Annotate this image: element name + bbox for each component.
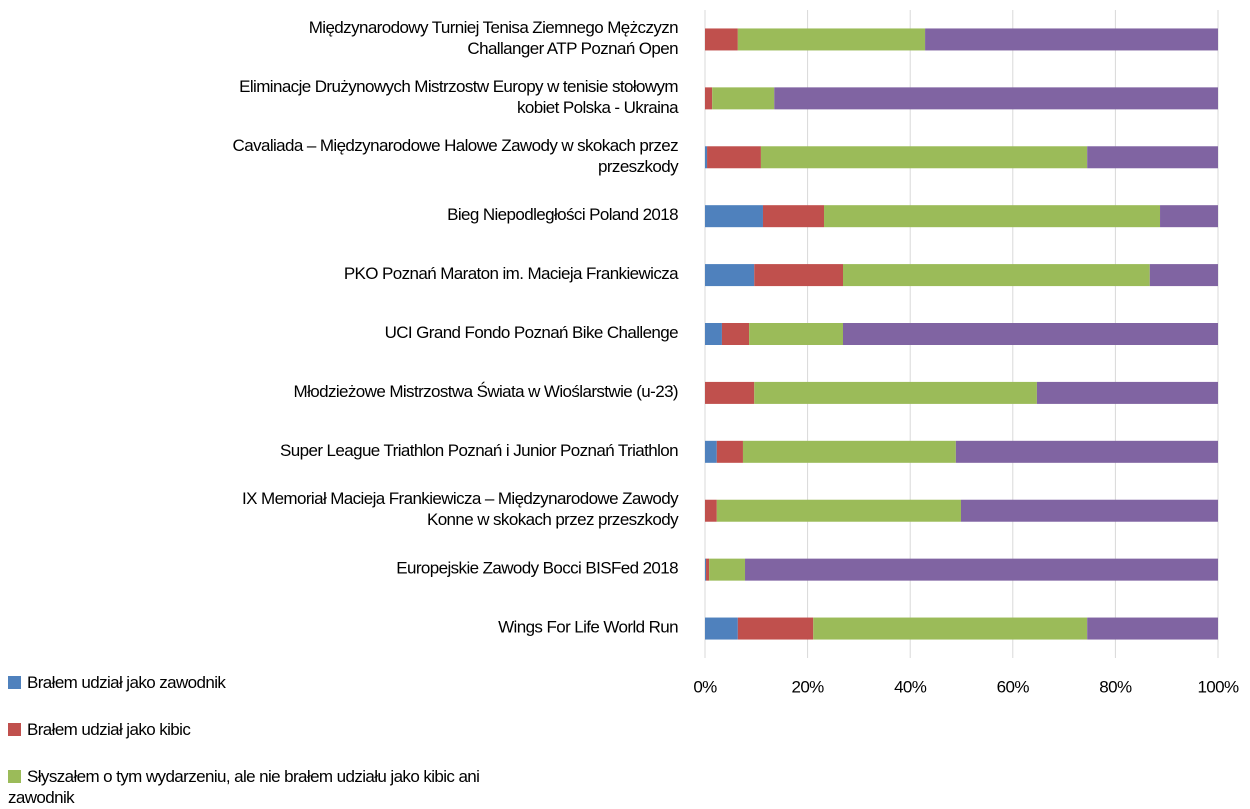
bar-segment xyxy=(737,617,814,640)
label-line: Międzynarodowy Turniej Tenisa Ziemnego M… xyxy=(309,18,678,37)
bar-segment xyxy=(716,499,961,522)
bar-segment xyxy=(705,87,713,110)
bar-segment xyxy=(762,205,825,228)
label-line: Młodzieżowe Mistrzostwa Świata w Wioślar… xyxy=(294,382,678,401)
bar-segment xyxy=(1149,264,1218,287)
y-tick-label: UCI Grand Fondo Poznań Bike Challenge xyxy=(385,323,679,342)
bar-segment xyxy=(1036,381,1218,404)
bar-segment xyxy=(716,440,743,463)
bar-segment xyxy=(705,205,763,228)
bar-segment xyxy=(705,28,738,51)
bar-segment xyxy=(955,440,1218,463)
label-line: IX Memoriał Macieja Frankiewicza – Międz… xyxy=(242,490,679,509)
x-tick-label: 0% xyxy=(693,677,717,696)
bar-segment xyxy=(1160,205,1218,228)
y-tick-label: Super League Triathlon Poznań i Junior P… xyxy=(280,441,678,460)
bar-segment xyxy=(705,381,755,404)
y-tick-label: Bieg Niepodległości Poland 2018 xyxy=(447,206,678,225)
bar-segment xyxy=(754,264,843,287)
x-tick-label: 100% xyxy=(1197,677,1239,696)
label-line: Bieg Niepodległości Poland 2018 xyxy=(447,206,678,225)
bar-segment xyxy=(960,499,1218,522)
label-line: Konne w skokach przez przeszkody xyxy=(427,511,679,530)
bar-segment xyxy=(705,440,717,463)
bar-segment xyxy=(706,558,710,581)
bar-segment xyxy=(712,87,775,110)
label-line: UCI Grand Fondo Poznań Bike Challenge xyxy=(385,323,679,342)
legend-label: Brałem udział jako kibic xyxy=(27,720,191,739)
bar-segment xyxy=(774,87,1218,110)
bar-segment xyxy=(721,323,750,345)
bar-segment xyxy=(813,617,1088,640)
y-tick-label: Eliminacje Drużynowych Mistrzostw Europy… xyxy=(239,77,679,117)
bar-segment xyxy=(705,146,708,169)
y-tick-label: Europejskie Zawody Bocci BISFed 2018 xyxy=(396,559,678,578)
legend-label: Słyszałem o tym wydarzeniu, ale nie brał… xyxy=(8,767,480,807)
label-line: przeszkody xyxy=(598,157,679,176)
bar-segment xyxy=(705,617,738,640)
label-line: Cavaliada – Międzynarodowe Halowe Zawody… xyxy=(233,136,679,155)
label-line: Challanger ATP Poznań Open xyxy=(467,39,678,58)
legend-label: Brałem udział jako zawodnik xyxy=(27,673,226,692)
bar-segment xyxy=(709,558,746,581)
label-line: PKO Poznań Maraton im. Macieja Frankiewi… xyxy=(344,265,679,284)
y-tick-label: Cavaliada – Międzynarodowe Halowe Zawody… xyxy=(233,136,680,176)
bar-segment xyxy=(742,440,956,463)
bar-segment xyxy=(707,146,761,169)
legend-entry: Brałem udział jako kibic xyxy=(8,719,508,740)
bar-segment xyxy=(705,264,755,287)
legend-swatch xyxy=(8,723,21,736)
label-line: Europejskie Zawody Bocci BISFed 2018 xyxy=(396,559,678,578)
legend-swatch xyxy=(8,770,21,783)
bar-segment xyxy=(1087,146,1218,169)
label-line: Wings For Life World Run xyxy=(498,618,678,637)
y-tick-label: Wings For Life World Run xyxy=(498,618,678,637)
legend-swatch xyxy=(8,676,21,689)
x-tick-label: 60% xyxy=(997,677,1030,696)
bar-segment xyxy=(737,28,926,51)
bar-segment xyxy=(754,381,1037,404)
x-tick-label: 80% xyxy=(1099,677,1132,696)
y-tick-label: Międzynarodowy Turniej Tenisa Ziemnego M… xyxy=(309,18,678,58)
bar-segment xyxy=(749,323,843,345)
x-tick-label: 20% xyxy=(791,677,824,696)
bar-segment xyxy=(842,323,1218,345)
bar-segment xyxy=(760,146,1088,169)
legend-entry: Brałem udział jako zawodnik xyxy=(8,672,508,693)
y-tick-label: IX Memoriał Macieja Frankiewicza – Międz… xyxy=(242,490,679,530)
label-line: Eliminacje Drużynowych Mistrzostw Europy… xyxy=(239,77,678,96)
label-line: Super League Triathlon Poznań i Junior P… xyxy=(280,441,678,460)
y-tick-label: PKO Poznań Maraton im. Macieja Frankiewi… xyxy=(344,265,679,284)
bar-segment xyxy=(1087,617,1218,640)
bar-segment xyxy=(705,323,722,345)
label-line: kobiet Polska - Ukraina xyxy=(517,98,679,117)
legend-entry: Słyszałem o tym wydarzeniu, ale nie brał… xyxy=(8,766,508,808)
bar-segment xyxy=(925,28,1218,51)
bar-segment xyxy=(824,205,1161,228)
y-tick-label: Młodzieżowe Mistrzostwa Świata w Wioślar… xyxy=(294,382,678,401)
bar-segment xyxy=(705,558,707,581)
x-tick-label: 40% xyxy=(894,677,927,696)
bar-segment xyxy=(745,558,1218,581)
bar-segment xyxy=(705,499,717,522)
bar-segment xyxy=(842,264,1150,287)
